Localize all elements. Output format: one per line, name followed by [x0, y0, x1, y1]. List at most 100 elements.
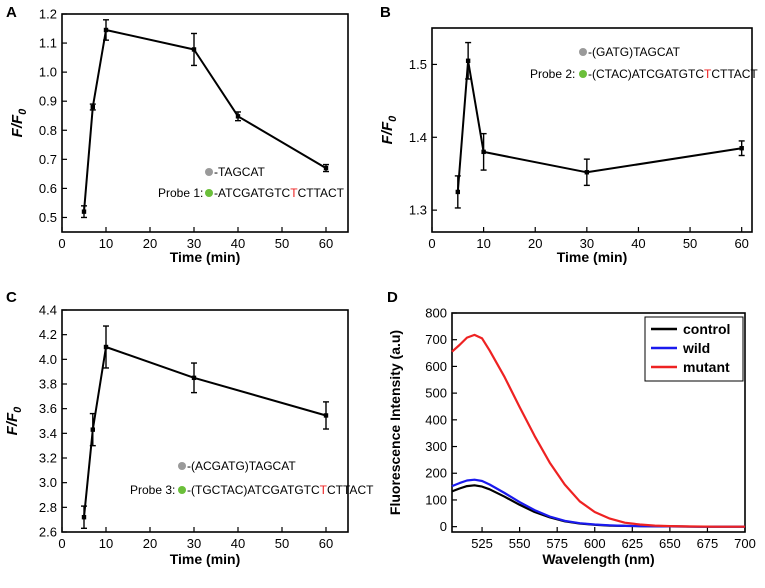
y-tick-label: 3.8 — [39, 377, 57, 392]
series-line — [451, 478, 745, 528]
data-point — [739, 146, 744, 151]
panel-a: A 0 10 20 30 40 50 60 0.5 0.6 0.7 0.8 0.9 1.0 1.1 1.2 Ti… — [6, 4, 349, 265]
x-axis-label: Time (min) — [557, 249, 628, 265]
y-tick-label: 4.2 — [39, 327, 57, 342]
y-axis-label-subscript: 0 — [387, 115, 399, 122]
data-point — [235, 114, 241, 119]
probe-sequence: -(CTAC)ATCGATGTCTCTTACT — [588, 67, 758, 81]
x-tick-label: 40 — [231, 536, 245, 551]
x-tick-label: 30 — [187, 236, 201, 251]
probe-sequence-pre: -ATCGATGTC — [214, 186, 291, 200]
x-tick-label: 10 — [99, 236, 113, 251]
panel-label: C — [6, 289, 17, 306]
legend: control wild mutant — [644, 316, 744, 382]
series-probe-3 — [81, 325, 329, 529]
green-dot-icon — [205, 189, 213, 197]
x-axis-label: Time (min) — [170, 551, 241, 567]
data-point — [455, 189, 461, 195]
green-dot-icon — [178, 486, 186, 494]
x-tick-label: 0 — [58, 536, 65, 551]
x-tick-label: 600 — [584, 536, 606, 551]
green-dot-icon — [579, 70, 587, 78]
x-tick-label: 40 — [631, 236, 645, 251]
y-tick-label: 4.0 — [39, 352, 57, 367]
x-tick-label: 550 — [509, 536, 531, 551]
y-tick-label: 1.0 — [39, 65, 57, 80]
data-point — [103, 344, 109, 350]
x-tick-label: 675 — [697, 536, 719, 551]
legend-label: wild — [682, 340, 710, 356]
x-tick-label: 60 — [319, 236, 333, 251]
data-point — [323, 165, 329, 171]
y-tick-label: 600 — [425, 359, 447, 374]
data-point — [465, 58, 471, 63]
x-tick-label: 700 — [734, 536, 756, 551]
data-point — [323, 413, 329, 418]
x-tick-label: 650 — [659, 536, 681, 551]
x-tick-label: 0 — [428, 236, 435, 251]
y-tick-label: 1.5 — [409, 57, 427, 72]
x-axis-label: Time (min) — [170, 249, 241, 265]
y-tick-label: 800 — [425, 306, 447, 321]
plot-frame — [431, 27, 753, 233]
y-tick-label: 1.2 — [39, 7, 57, 22]
probe-annotation: -(GATG)TAGCAT Probe 2: -(CTAC)ATCGATGTCTCT… — [530, 45, 758, 81]
x-tick-label: 50 — [275, 536, 289, 551]
y-tick-label: 1.4 — [409, 130, 427, 145]
probe-sequence-post: CTTACT — [298, 186, 345, 200]
series-line — [83, 29, 327, 212]
probe-complement-sequence: -(GATG)TAGCAT — [588, 45, 681, 59]
probe-sequence: -(TGCTAC)ATCGATGTCTCTTACT — [187, 483, 374, 497]
panel-label: B — [380, 4, 391, 21]
series-wild — [451, 478, 745, 528]
probe-sequence: -ATCGATGTCTCTTACT — [214, 186, 345, 200]
data-point — [81, 209, 87, 214]
x-tick-label: 625 — [621, 536, 643, 551]
probe-label: Probe 1: — [158, 186, 203, 200]
x-tick-label: 40 — [231, 236, 245, 251]
probe-label: Probe 2: — [530, 67, 575, 81]
y-axis-label: F/F0 — [9, 108, 29, 138]
y-axis-label: F/F0 — [379, 115, 399, 145]
x-tick-label: 60 — [734, 236, 748, 251]
x-axis-label: Wavelength (nm) — [542, 551, 654, 567]
y-tick-label: 0.9 — [39, 94, 57, 109]
y-axis-label-main: F/F — [4, 412, 21, 435]
panel-label: A — [6, 4, 17, 21]
data-point — [481, 149, 486, 155]
data-point — [103, 27, 109, 33]
x-tick-label: 60 — [319, 536, 333, 551]
probe-label: Probe 3: — [130, 483, 175, 497]
series-probe-2 — [454, 41, 745, 209]
legend-label: mutant — [683, 359, 730, 375]
data-point — [81, 515, 87, 520]
series-line — [451, 484, 745, 528]
data-point — [90, 427, 95, 432]
x-tick-label: 10 — [476, 236, 490, 251]
probe-complement-sequence: -(ACGATG)TAGCAT — [187, 459, 296, 473]
y-tick-label: 0.8 — [39, 123, 57, 138]
panel-d: D 525 550 575 600 625 650 675 700 0 100 200 300 400 50… — [387, 289, 756, 567]
x-tick-label: 30 — [580, 236, 594, 251]
probe-mutation-base: T — [320, 483, 328, 497]
series-mutant — [451, 333, 745, 528]
y-axis-label-main: F/F — [379, 121, 396, 144]
probe-sequence-post: CTTACT — [711, 67, 758, 81]
y-axis-label: Fluorescence Intensity (a.u) — [387, 330, 403, 515]
probe-sequence-post: CTTACT — [327, 483, 374, 497]
probe-annotation: -TAGCAT Probe 1: -ATCGATGTCTCTTACT — [158, 165, 345, 200]
y-tick-label: 300 — [425, 439, 447, 454]
panel-label: D — [387, 289, 398, 306]
series-control — [451, 484, 745, 528]
x-tick-label: 0 — [58, 236, 65, 251]
probe-complement-sequence: -TAGCAT — [214, 165, 266, 179]
gray-dot-icon — [579, 48, 587, 56]
y-tick-label: 0.7 — [39, 152, 57, 167]
y-tick-label: 3.2 — [39, 451, 57, 466]
y-tick-label: 500 — [425, 386, 447, 401]
y-tick-label: 100 — [425, 492, 447, 507]
x-tick-label: 20 — [143, 536, 157, 551]
x-tick-label: 20 — [143, 236, 157, 251]
